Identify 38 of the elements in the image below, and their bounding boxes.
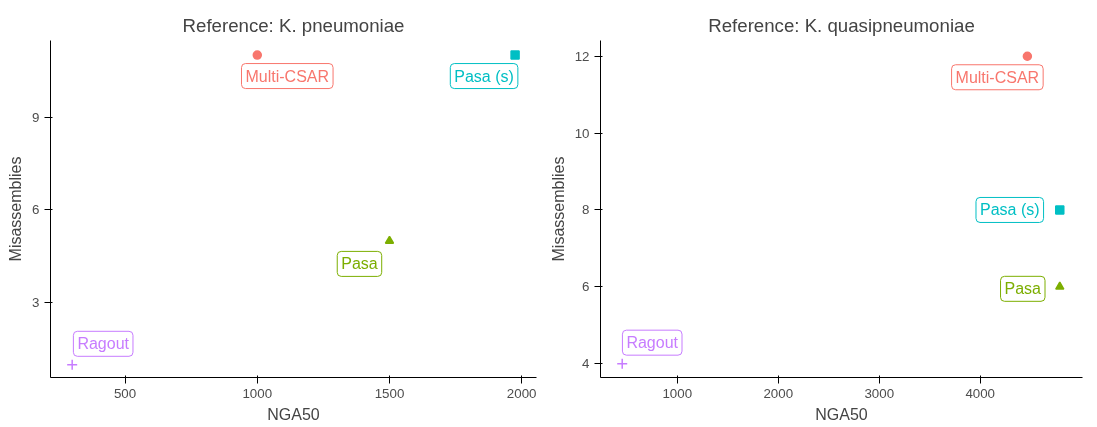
point [1055, 281, 1065, 290]
point [66, 359, 78, 371]
x-axis-title: NGA50 [815, 405, 868, 423]
point [252, 50, 263, 60]
series-label: Ragout [77, 335, 130, 353]
series-label: Multi-CSAR [955, 68, 1040, 86]
y-tick-label: 9 [32, 109, 40, 125]
y-tick-label: 6 [582, 279, 590, 295]
y-tick-label: 6 [32, 202, 40, 218]
series-label: Pasa (s) [454, 67, 514, 85]
y-tick-label: 10 [574, 125, 590, 141]
y-axis-title: Misassemblies [549, 156, 567, 262]
series-label: Pasa (s) [979, 201, 1040, 219]
chart-title: Reference: K. quasipneumoniae [708, 14, 975, 36]
x-tick-label: 500 [113, 385, 137, 401]
series-label: Multi-CSAR [245, 67, 330, 85]
y-axis-title: Misassemblies [7, 156, 25, 262]
series-label: Ragout [626, 334, 679, 352]
x-tick-label: 2000 [763, 385, 794, 401]
x-tick-label: 4000 [965, 385, 996, 401]
chart-title: Reference: K. pneumoniae [182, 14, 405, 36]
x-tick-label: 1000 [662, 385, 693, 401]
x-tick-label: 1500 [374, 385, 405, 401]
point [616, 357, 628, 370]
x-tick-label: 1000 [242, 385, 273, 401]
y-tick-label: 8 [582, 202, 590, 218]
point [384, 235, 395, 244]
point [1055, 205, 1065, 215]
x-tick-label: 2000 [506, 385, 537, 401]
series-label: Pasa [1004, 280, 1042, 298]
point [510, 50, 520, 60]
series-label: Pasa [341, 255, 378, 273]
y-tick-label: 12 [574, 48, 590, 64]
x-axis-title: NGA50 [267, 405, 320, 423]
x-tick-label: 3000 [864, 385, 895, 401]
y-tick-label: 3 [32, 295, 40, 311]
y-tick-label: 4 [582, 356, 591, 372]
point [1022, 51, 1033, 61]
